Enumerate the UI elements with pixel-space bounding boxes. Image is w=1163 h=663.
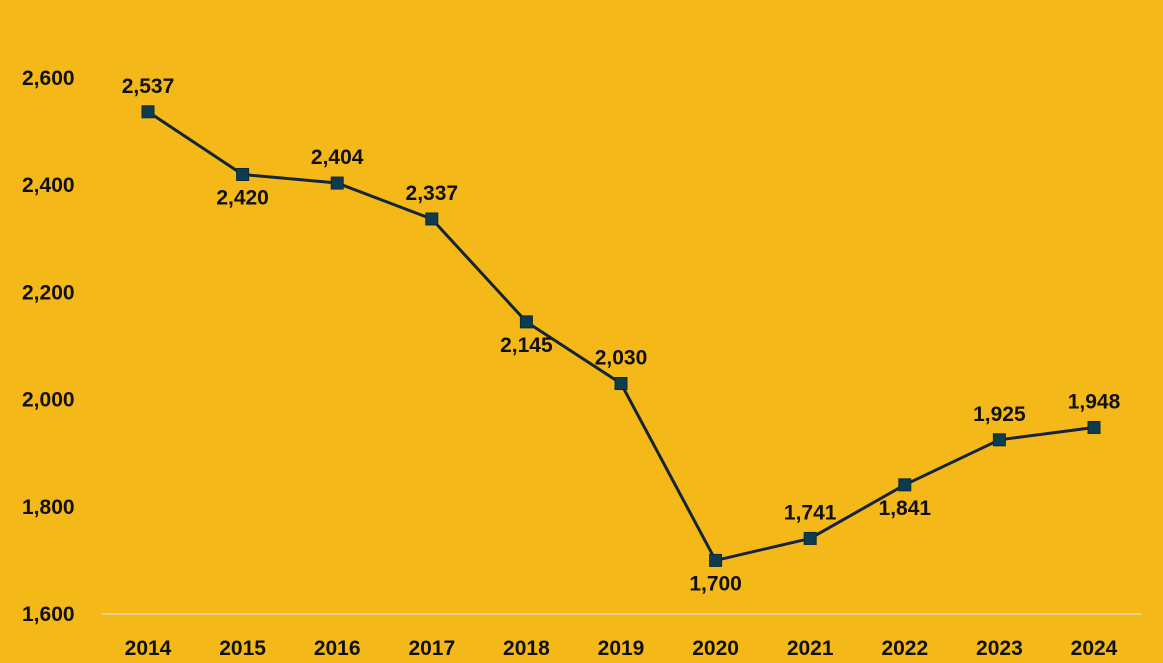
x-tick-label: 2022	[881, 637, 928, 660]
y-tick-label: 2,600	[22, 67, 75, 90]
data-label: 2,145	[500, 334, 553, 357]
y-tick-label: 2,200	[22, 281, 75, 304]
x-tick-label: 2019	[598, 637, 645, 660]
x-tick-label: 2021	[787, 637, 834, 660]
data-label: 1,841	[879, 497, 932, 520]
x-tick-label: 2023	[976, 637, 1023, 660]
data-point-marker	[1087, 420, 1101, 434]
x-tick-label: 2014	[125, 637, 172, 660]
data-label: 1,948	[1068, 390, 1121, 413]
data-label: 2,420	[216, 186, 269, 209]
data-point-marker	[709, 553, 723, 567]
data-label: 1,700	[689, 572, 742, 595]
y-tick-label: 1,800	[22, 496, 75, 519]
y-tick-label: 2,000	[22, 389, 75, 412]
y-axis-ticks: 1,600 1,800 2,000 2,200 2,400 2,600	[22, 67, 75, 626]
data-point-marker	[803, 531, 817, 545]
data-label: 1,741	[784, 501, 837, 524]
x-tick-label: 2018	[503, 637, 550, 660]
data-point-marker	[236, 167, 250, 181]
data-label: 2,537	[122, 75, 175, 98]
y-tick-label: 1,600	[22, 603, 75, 626]
x-tick-label: 2020	[692, 637, 739, 660]
series-layer: 2,537 2,420 2,404 2,337 2,145 2,030 1,700 1,741…	[122, 75, 1121, 596]
data-point-marker	[898, 478, 912, 492]
data-point-marker	[614, 377, 628, 391]
data-label: 2,404	[311, 146, 364, 169]
x-tick-label: 2015	[219, 637, 266, 660]
x-tick-label: 2017	[408, 637, 455, 660]
data-point-marker	[992, 433, 1006, 447]
x-tick-label: 2024	[1071, 637, 1118, 660]
data-point-marker	[141, 105, 155, 119]
x-axis-ticks: 2014 2015 2016 2017 2018 2019 2020 2021 2022 2023…	[125, 637, 1118, 660]
data-point-marker	[425, 212, 439, 226]
data-point-marker	[330, 176, 344, 190]
data-point-marker	[519, 315, 533, 329]
x-tick-label: 2016	[314, 637, 361, 660]
data-label: 1,925	[973, 403, 1026, 426]
data-label: 2,030	[595, 347, 648, 370]
data-label: 2,337	[406, 182, 459, 205]
y-tick-label: 2,400	[22, 174, 75, 197]
